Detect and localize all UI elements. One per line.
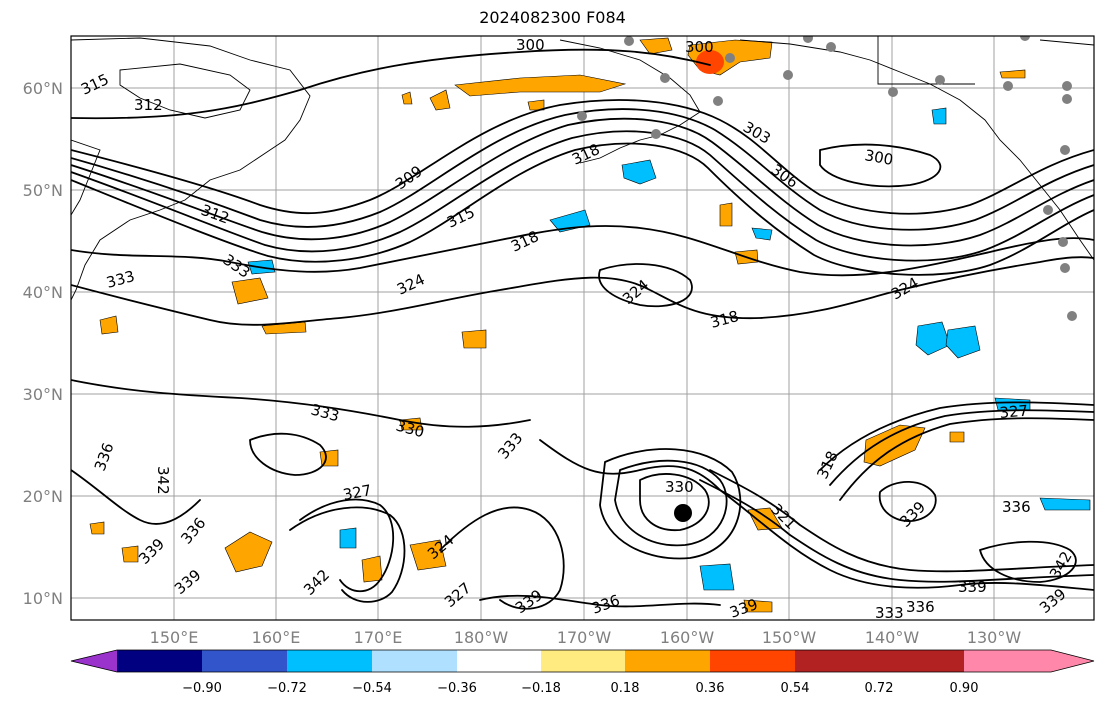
lon-tick-label: 160°W bbox=[660, 628, 715, 647]
colorbar-segment bbox=[372, 650, 457, 672]
map-frame bbox=[70, 35, 1095, 621]
lon-tick-label: 130°W bbox=[967, 628, 1022, 647]
colorbar: −0.90 −0.72 −0.54 −0.36 −0.18 0.18 0.36 … bbox=[70, 649, 1095, 696]
lon-tick-label: 140°W bbox=[865, 628, 920, 647]
colorbar-left-extension bbox=[71, 650, 117, 672]
colorbar-segment bbox=[710, 650, 795, 672]
contour-label: 312 bbox=[134, 96, 163, 114]
contour-label: 333 bbox=[875, 604, 904, 622]
map-title: 2024082300 F084 bbox=[479, 8, 626, 27]
colorbar-tick-label: −0.72 bbox=[267, 681, 307, 696]
colorbar-tick-label: 0.54 bbox=[781, 681, 810, 696]
contour-label: 300 bbox=[516, 36, 545, 54]
colorbar-tick-label: 0.90 bbox=[950, 681, 979, 696]
contour-label: 339 bbox=[958, 578, 987, 596]
lat-tick-label: 10°N bbox=[23, 589, 63, 608]
lat-tick-label: 20°N bbox=[23, 487, 63, 506]
lon-tick-label: 150°E bbox=[150, 628, 199, 647]
lon-tick-label: 150°W bbox=[762, 628, 817, 647]
contour-label: 300 bbox=[863, 146, 894, 169]
lat-tick-label: 40°N bbox=[23, 283, 63, 302]
colorbar-segment bbox=[541, 650, 625, 672]
colorbar-tick-label: −0.36 bbox=[437, 681, 477, 696]
contour-label: 327 bbox=[342, 481, 373, 504]
latitude-tick-labels: 60°N 50°N 40°N 30°N 20°N 10°N bbox=[23, 79, 63, 608]
lon-tick-label: 170°W bbox=[557, 628, 612, 647]
colorbar-tick-label: −0.90 bbox=[182, 681, 222, 696]
lon-tick-label: 160°E bbox=[252, 628, 301, 647]
contour-label: 336 bbox=[1002, 498, 1031, 516]
contour-label: 330 bbox=[665, 478, 694, 496]
gridlines bbox=[71, 36, 1094, 620]
colorbar-segment bbox=[117, 650, 202, 672]
lat-tick-label: 50°N bbox=[23, 181, 63, 200]
lon-tick-label: 170°E bbox=[354, 628, 403, 647]
colorbar-tick-label: −0.54 bbox=[352, 681, 392, 696]
colorbar-tick-label: 0.36 bbox=[696, 681, 725, 696]
contour-label: 327 bbox=[999, 402, 1029, 422]
longitude-tick-labels: 150°E 160°E 170°E 180°W 170°W 160°W 150°… bbox=[150, 628, 1022, 647]
colorbar-segment bbox=[625, 650, 710, 672]
contour-label: 336 bbox=[906, 598, 935, 616]
station-markers bbox=[577, 36, 1077, 321]
lon-tick-label: 180°W bbox=[454, 628, 509, 647]
colorbar-tick-label: −0.18 bbox=[521, 681, 561, 696]
contour-label: 342 bbox=[154, 466, 172, 495]
lat-tick-label: 30°N bbox=[23, 385, 63, 404]
colorbar-segment bbox=[879, 650, 964, 672]
colorbar-tick-label: 0.72 bbox=[865, 681, 894, 696]
colorbar-segment bbox=[202, 650, 287, 672]
contour-lines bbox=[71, 48, 1094, 610]
colorbar-segment bbox=[795, 650, 879, 672]
colorbar-segment bbox=[287, 650, 372, 672]
colorbar-tick-label: 0.18 bbox=[611, 681, 640, 696]
lat-tick-label: 60°N bbox=[23, 79, 63, 98]
colorbar-segment bbox=[457, 650, 541, 672]
storm-center-marker bbox=[674, 504, 692, 522]
contour-label: 300 bbox=[685, 38, 714, 56]
